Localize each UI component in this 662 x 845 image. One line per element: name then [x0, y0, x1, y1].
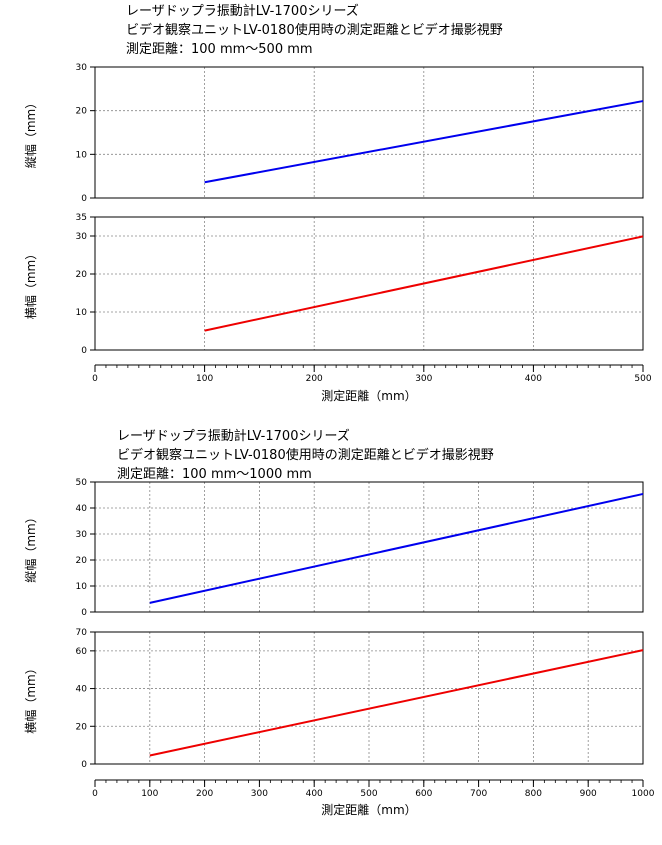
plot-frame: [94, 631, 644, 765]
plot-panel: 0 20 40 60 70 横幅（mm）: [23, 628, 644, 770]
y-tick-label: 20: [76, 270, 88, 280]
x-tick-label: 200: [306, 374, 323, 384]
y-tick-label: 20: [76, 107, 88, 117]
y-axis-title: 縦幅（mm）: [23, 97, 38, 168]
x-tick-label: 700: [470, 789, 487, 799]
x-tick-label: 800: [525, 789, 542, 799]
y-tick-label: 20: [76, 722, 88, 732]
y-tick-label: 40: [76, 504, 88, 514]
y-tick-label: 0: [81, 608, 87, 618]
x-axis-title: 測定距離（mm）: [321, 388, 416, 403]
x-tick-label: 900: [580, 789, 597, 799]
x-tick-label: 0: [92, 374, 98, 384]
y-axis-title: 横幅（mm）: [23, 662, 38, 733]
y-axis-title: 横幅（mm）: [23, 248, 38, 319]
y-tick-label: 30: [76, 530, 88, 540]
chart-title-line: 測定距離：100 mm〜1000 mm: [117, 467, 312, 482]
x-tick-label: 300: [251, 789, 268, 799]
x-tick-label: 100: [196, 374, 213, 384]
y-tick-label: 10: [76, 308, 88, 318]
plot-frame: [94, 66, 644, 199]
plot-frame: [94, 216, 644, 351]
series-line: [149, 649, 644, 757]
x-tick-label: 400: [306, 789, 323, 799]
chart-title-line: レーザドップラ振動計LV-1700シリーズ: [126, 3, 359, 19]
x-tick-label: 500: [360, 789, 377, 799]
y-tick-label: 30: [76, 232, 88, 242]
y-tick-label: 40: [76, 685, 88, 695]
chart-title-line: 測定距離：100 mm〜500 mm: [126, 42, 313, 57]
plot-panel: 0 10 20 30 40 50 縦幅（mm）: [23, 478, 644, 618]
y-tick-label: 35: [76, 213, 87, 223]
y-tick-label: 50: [76, 478, 88, 488]
y-tick-label: 0: [81, 346, 87, 356]
plot-panel: 0 10 20 30 縦幅（mm）: [23, 63, 644, 204]
x-tick-label: 200: [196, 789, 213, 799]
y-tick-label: 30: [76, 63, 88, 73]
series-line: [149, 492, 644, 604]
plot-panel: 0 10 20 30 35 横幅（mm）: [23, 213, 644, 356]
y-tick-label: 10: [76, 582, 88, 592]
chart-title-line: ビデオ観察ユニットLV-0180使用時の測定距離とビデオ撮影視野: [117, 447, 494, 463]
x-tick-label: 600: [415, 789, 432, 799]
chart-title-line: レーザドップラ振動計LV-1700シリーズ: [117, 428, 350, 444]
y-tick-label: 0: [81, 760, 87, 770]
series-line: [204, 100, 644, 184]
y-tick-label: 60: [76, 647, 88, 657]
x-tick-label: 1000: [632, 789, 655, 799]
x-tick-label: 300: [415, 374, 432, 384]
x-axis: 0 100 200 300 400 500 600 700 800 900 1000 測定距離（mm）: [92, 779, 655, 817]
x-tick-label: 100: [141, 789, 158, 799]
plot-frame: [94, 481, 644, 613]
y-tick-label: 70: [76, 628, 88, 638]
y-tick-label: 20: [76, 556, 88, 566]
x-tick-label: 500: [634, 374, 651, 384]
x-axis-title: 測定距離（mm）: [321, 802, 416, 817]
y-axis-title: 縦幅（mm）: [23, 511, 38, 582]
x-tick-label: 400: [525, 374, 542, 384]
y-tick-label: 10: [76, 150, 88, 160]
chart-range-500: レーザドップラ振動計LV-1700シリーズビデオ観察ユニットLV-0180使用時…: [23, 3, 652, 403]
x-axis: 0 100 200 300 400 500 測定距離（mm）: [92, 364, 652, 403]
chart-title-line: ビデオ観察ユニットLV-0180使用時の測定距離とビデオ撮影視野: [126, 22, 503, 38]
x-tick-label: 0: [92, 789, 98, 799]
y-tick-label: 0: [81, 194, 87, 204]
chart-range-1000: レーザドップラ振動計LV-1700シリーズビデオ観察ユニットLV-0180使用時…: [23, 428, 655, 817]
series-line: [204, 235, 644, 332]
